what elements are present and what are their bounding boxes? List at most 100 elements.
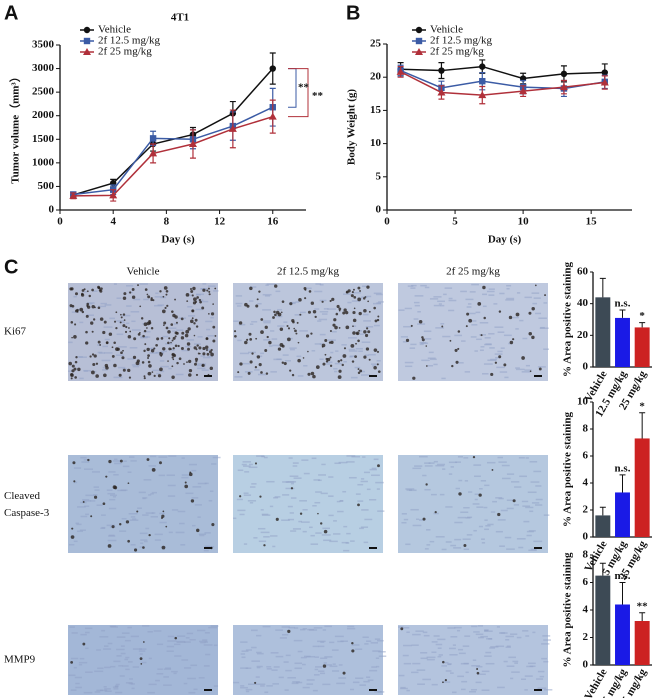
error-bar [619, 474, 626, 493]
tissue-texture [433, 635, 440, 637]
stained-nucleus [331, 297, 335, 301]
tissue-texture [131, 687, 135, 690]
bar [595, 297, 611, 367]
stained-nucleus [175, 321, 178, 324]
tissue-texture [199, 534, 205, 537]
tissue-texture [435, 327, 445, 329]
stained-nucleus [515, 312, 520, 317]
tissue-texture [401, 521, 407, 524]
tissue-texture [314, 501, 321, 504]
tissue-texture [200, 355, 206, 357]
tissue-texture [415, 630, 424, 632]
tissue-texture [433, 460, 438, 463]
tissue-texture [359, 527, 364, 530]
tissue-texture [163, 676, 169, 678]
stained-nucleus [202, 288, 206, 292]
stained-nucleus [297, 341, 300, 344]
stained-nucleus [71, 369, 75, 373]
tissue-texture [255, 676, 260, 678]
tissue-texture [302, 509, 308, 511]
stained-nucleus [254, 681, 257, 684]
tissue-texture [435, 464, 445, 467]
tissue-texture [470, 336, 477, 338]
tissue-texture [498, 461, 507, 463]
tissue-texture [427, 364, 434, 367]
stained-nucleus [97, 306, 101, 310]
tissue-texture [506, 473, 515, 475]
stained-nucleus [287, 327, 291, 330]
stained-nucleus [248, 332, 252, 336]
stained-nucleus [119, 523, 122, 526]
tissue-texture [499, 292, 505, 295]
tissue-texture [449, 653, 458, 656]
stained-nucleus [364, 333, 369, 338]
bar [634, 621, 650, 665]
stained-nucleus [363, 308, 367, 313]
stained-nucleus [168, 337, 171, 340]
tissue-texture [352, 325, 357, 327]
stained-nucleus [442, 660, 445, 664]
stained-nucleus [163, 321, 167, 325]
marker [438, 67, 445, 74]
tissue-texture [346, 532, 351, 535]
tissue-texture [305, 287, 312, 290]
stained-nucleus [310, 332, 313, 335]
stained-nucleus [165, 289, 169, 293]
stained-nucleus [70, 377, 73, 380]
stained-nucleus [164, 306, 167, 310]
stained-nucleus [329, 356, 332, 359]
stained-nucleus [150, 298, 153, 302]
stained-nucleus [329, 299, 332, 303]
tissue-texture [488, 294, 495, 296]
stained-nucleus [441, 325, 444, 328]
tissue-texture [363, 320, 371, 322]
stained-nucleus [214, 287, 217, 290]
stained-nucleus [320, 522, 323, 525]
tissue-texture [113, 474, 119, 476]
significance: * [639, 310, 645, 322]
tissue-texture [75, 686, 82, 689]
stained-nucleus [287, 629, 291, 634]
tissue-texture [374, 638, 381, 640]
stained-nucleus [113, 341, 116, 345]
stained-nucleus [212, 325, 216, 329]
tissue-texture [537, 687, 547, 689]
stained-nucleus [208, 350, 212, 354]
tissue-texture [484, 630, 493, 632]
tissue-texture [366, 640, 372, 642]
marker [519, 87, 528, 95]
stained-nucleus [322, 362, 326, 366]
tissue-texture [468, 312, 476, 315]
stained-nucleus [185, 329, 190, 334]
stained-nucleus [264, 348, 268, 352]
stained-nucleus [468, 318, 473, 323]
tissue-texture [400, 687, 408, 690]
tissue-texture [454, 521, 463, 524]
y-tick-label: 4 [583, 604, 589, 616]
tissue-texture [79, 529, 86, 531]
tissue-texture [402, 341, 408, 343]
tissue-texture [106, 489, 113, 491]
tissue-texture [148, 465, 157, 467]
stained-nucleus [147, 295, 151, 299]
tissue-texture [270, 330, 275, 332]
tissue-texture [265, 284, 269, 286]
stained-nucleus [277, 347, 282, 351]
stained-nucleus [95, 362, 99, 365]
tissue-texture [473, 631, 480, 633]
tissue-texture [541, 657, 547, 660]
tissue-texture [283, 661, 289, 663]
tissue-texture [107, 492, 116, 495]
stained-nucleus [146, 347, 150, 352]
stained-nucleus [233, 330, 237, 333]
marker [109, 191, 118, 199]
tissue-texture [184, 641, 191, 643]
stained-nucleus [144, 288, 148, 291]
tissue-texture [288, 626, 295, 629]
stained-nucleus [442, 681, 444, 684]
tissue-texture [338, 461, 348, 464]
stained-nucleus [366, 327, 369, 330]
stained-nucleus [476, 671, 480, 675]
tissue-texture [494, 353, 503, 355]
tissue-texture [447, 663, 451, 666]
